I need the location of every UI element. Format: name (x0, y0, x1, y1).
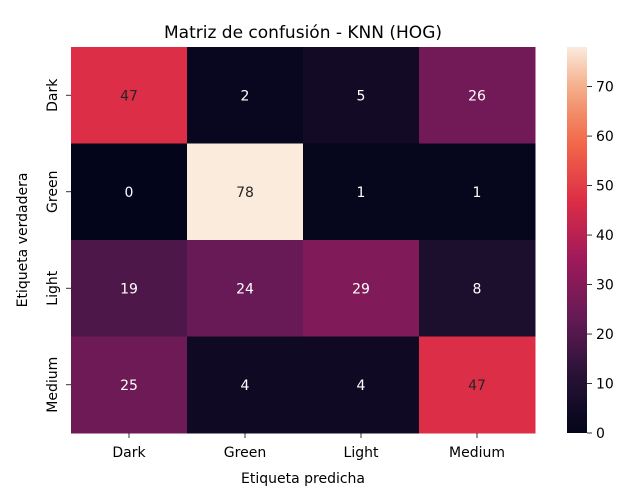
colorbar-tick-label: 50 (596, 179, 614, 195)
heatmap-cell (187, 336, 304, 434)
cell-value-label: 4 (241, 378, 250, 394)
heatmap-cell (419, 143, 536, 241)
colorbar-tick-label: 0 (596, 426, 605, 442)
y-axis-ticks: Dark Green Light Medium (45, 78, 71, 413)
colorbar-tick-label: 10 (596, 377, 614, 393)
cell-value-label: 8 (473, 281, 482, 297)
colorbar-tick-label: 70 (596, 80, 614, 96)
chart-title: Matriz de confusión - KNN (HOG) (164, 23, 442, 43)
heatmap-cell (303, 143, 420, 241)
cell-value-label: 19 (120, 281, 138, 297)
cell-value-label: 4 (357, 378, 366, 394)
colorbar-tick-label: 20 (596, 327, 614, 343)
cell-value-label: 47 (120, 88, 138, 104)
colorbar-tick-label: 40 (596, 228, 614, 244)
heatmap-cell (187, 47, 304, 144)
heatmap-cell (303, 336, 420, 434)
heatmap-cell-labels: 47 2 5 260 78 1 119 24 29 825 4 4 47 (120, 88, 486, 394)
cell-value-label: 5 (357, 88, 366, 104)
colorbar-tick-label: 60 (596, 129, 614, 145)
x-axis-ticks: Dark Green Light Medium (112, 433, 505, 461)
x-tick-label: Light (344, 445, 379, 461)
cell-value-label: 47 (468, 378, 486, 394)
cell-value-label: 26 (468, 88, 486, 104)
cell-value-label: 1 (357, 185, 366, 201)
heatmap-cell (419, 47, 536, 144)
x-tick-label: Green (224, 445, 266, 461)
y-tick-label: Medium (45, 357, 61, 413)
colorbar (567, 47, 587, 433)
colorbar-ticks: 0 10 20 30 40 50 60 70 (587, 80, 614, 442)
heatmap-cells (71, 47, 536, 434)
cell-value-label: 25 (120, 378, 138, 394)
y-tick-label: Light (45, 270, 61, 305)
cell-value-label: 78 (236, 185, 254, 201)
cell-value-label: 24 (236, 281, 254, 297)
x-tick-label: Medium (449, 445, 505, 461)
y-tick-label: Dark (45, 78, 61, 112)
x-tick-label: Dark (112, 445, 146, 461)
cell-value-label: 1 (473, 185, 482, 201)
heatmap-cell (71, 47, 188, 144)
y-axis-label: Etiqueta verdadera (15, 173, 31, 308)
heatmap-cell (71, 143, 188, 241)
heatmap-cell (71, 336, 188, 434)
heatmap-cell (419, 336, 536, 434)
cell-value-label: 2 (241, 88, 250, 104)
x-axis-label: Etiqueta predicha (241, 471, 365, 487)
heatmap-cell (419, 240, 536, 337)
heatmap-cell (303, 47, 420, 144)
colorbar-tick-label: 30 (596, 278, 614, 294)
heatmap-cell (187, 143, 304, 241)
cell-value-label: 29 (352, 281, 370, 297)
cell-value-label: 0 (125, 185, 134, 201)
heatmap-cell (187, 240, 304, 337)
y-tick-label: Green (45, 171, 61, 213)
heatmap-cell (303, 240, 420, 337)
heatmap-cell (71, 240, 188, 337)
